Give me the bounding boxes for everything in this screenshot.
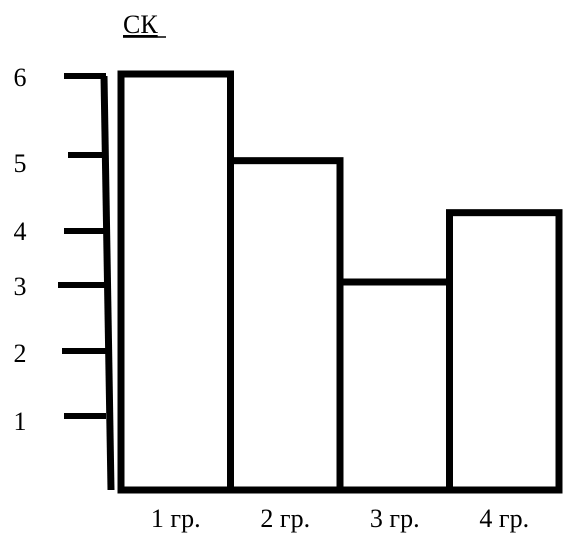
x-tick-label: 4 гр. [479, 504, 529, 533]
bar [446, 209, 563, 494]
bar [227, 157, 344, 494]
y-axis-label: СК [123, 10, 158, 39]
bar [336, 278, 453, 494]
y-axis-line [100, 75, 115, 491]
y-tick-label: 6 [14, 63, 27, 92]
x-tick-labels: 1 гр. 2 гр. 3 гр. 4 гр. [151, 504, 529, 533]
y-tick-label: 4 [14, 217, 27, 246]
y-tick-label: 1 [14, 407, 27, 436]
bar [117, 70, 234, 494]
bars [117, 70, 563, 494]
x-tick-label: 3 гр. [370, 504, 420, 533]
x-tick-label: 1 гр. [151, 504, 201, 533]
y-tick-label: 2 [14, 339, 27, 368]
y-tick-label: 3 [14, 272, 27, 301]
x-tick-label: 2 гр. [260, 504, 310, 533]
y-ticks: 1 2 3 4 5 6 [14, 63, 106, 436]
y-tick-label: 5 [14, 149, 27, 178]
